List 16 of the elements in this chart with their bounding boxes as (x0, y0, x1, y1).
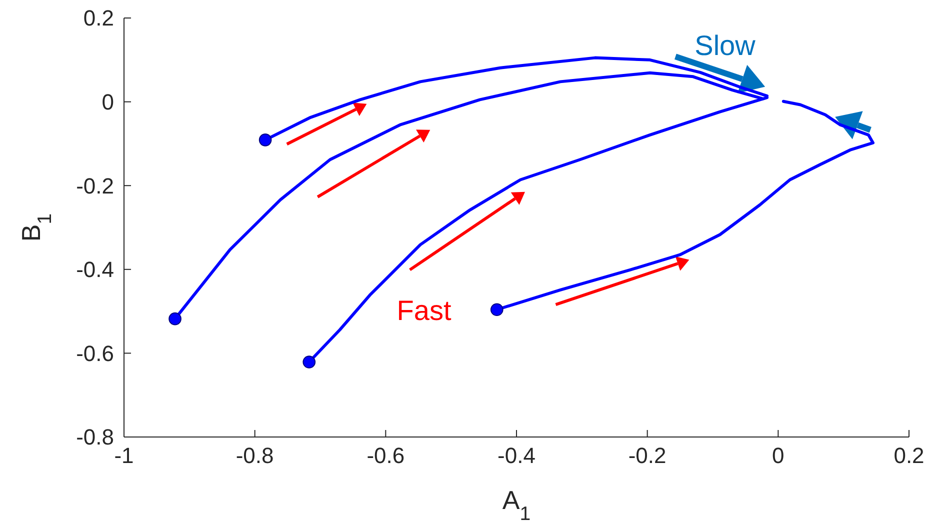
y-tick-label: -0.2 (76, 173, 114, 198)
x-tick-label: 0 (772, 443, 784, 468)
x-tick-label: -0.4 (498, 443, 536, 468)
x-tick-label: 0.2 (894, 443, 924, 468)
y-tick-label: -0.6 (76, 340, 114, 366)
y-tick-label: 0.2 (83, 6, 114, 31)
y-tick-label: -0.8 (76, 424, 114, 450)
x-tick-label: -0.6 (366, 443, 405, 468)
x-tick-label: -0.2 (628, 443, 666, 468)
x-tick-label: -0.8 (236, 443, 274, 468)
x-tick-label: -1 (114, 443, 134, 468)
annotation: Fast (396, 294, 452, 326)
y-tick-label: -0.4 (76, 257, 114, 282)
annotation: Slow (694, 30, 756, 61)
x-axis-title: A$_{1}$ (502, 485, 531, 521)
y-tick-label: 0 (102, 90, 114, 114)
